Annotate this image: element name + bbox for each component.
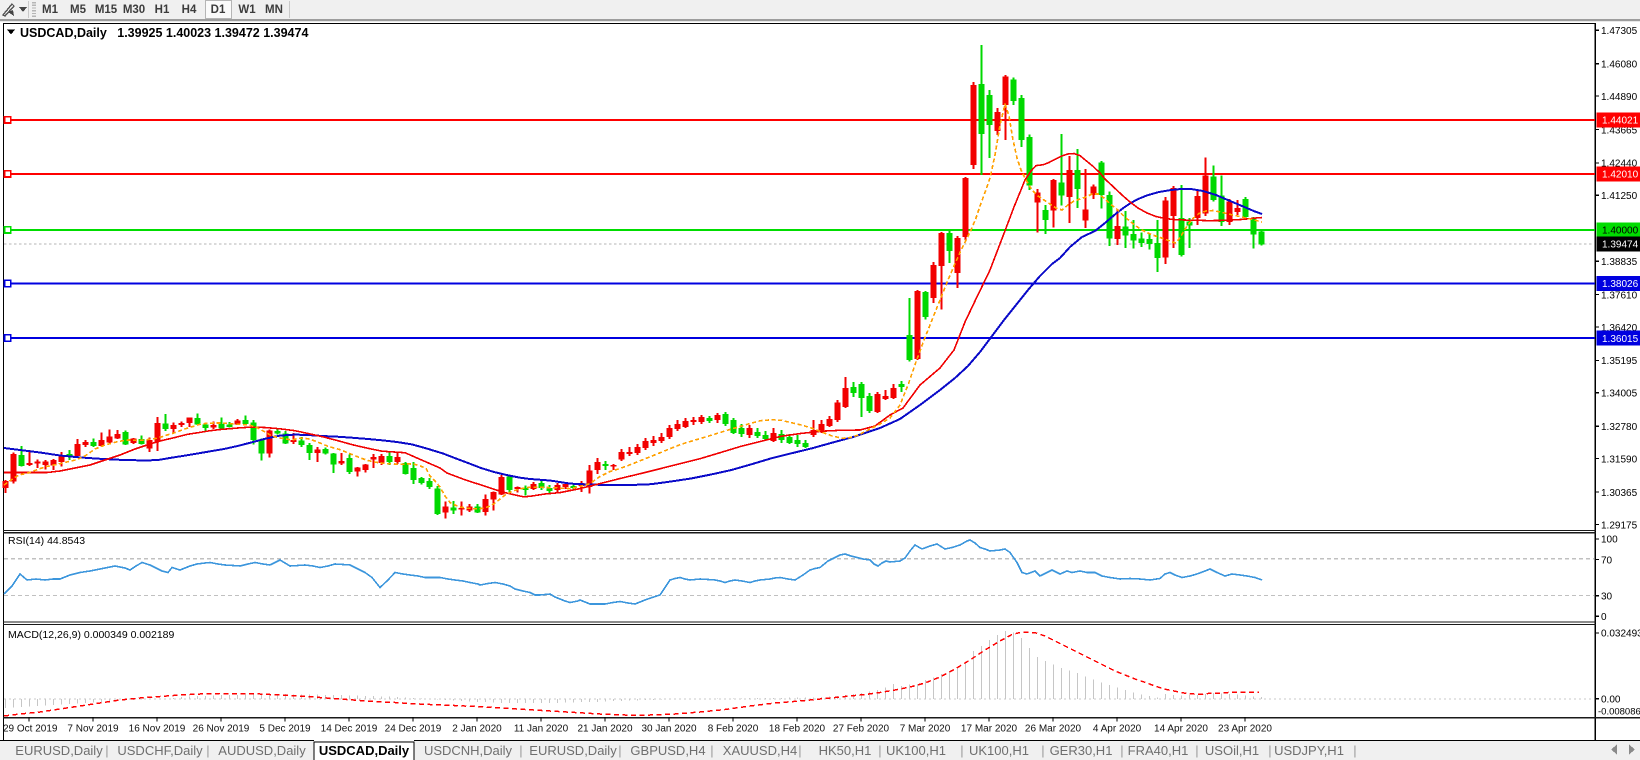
svg-text:USOil,H1: USOil,H1 [1205,743,1259,758]
svg-text:4 Apr 2020: 4 Apr 2020 [1093,724,1142,735]
svg-text:0.00: 0.00 [1601,695,1621,706]
svg-text:|: | [710,743,713,758]
svg-text:1.39474: 1.39474 [1602,240,1639,251]
svg-text:AUDUSD,Daily: AUDUSD,Daily [218,743,306,758]
svg-text:M30: M30 [123,4,145,16]
svg-text:1.38026: 1.38026 [1602,279,1639,290]
svg-text:W1: W1 [238,4,256,16]
svg-text:27 Feb 2020: 27 Feb 2020 [833,724,890,735]
svg-text:1.34005: 1.34005 [1601,389,1638,400]
svg-text:EURUSD,Daily: EURUSD,Daily [15,743,103,758]
svg-text:30 Jan 2020: 30 Jan 2020 [641,724,696,735]
svg-text:1.44890: 1.44890 [1601,92,1638,103]
svg-text:|: | [1195,743,1198,758]
svg-text:14 Apr 2020: 14 Apr 2020 [1154,724,1208,735]
svg-text:70: 70 [1601,555,1613,566]
svg-text:11 Jan 2020: 11 Jan 2020 [514,724,569,735]
svg-text:D1: D1 [211,4,226,16]
svg-text:14 Dec 2019: 14 Dec 2019 [321,724,378,735]
svg-text:29 Oct 2019: 29 Oct 2019 [3,724,58,735]
svg-text:|: | [1268,743,1271,758]
svg-text:5 Dec 2019: 5 Dec 2019 [259,724,311,735]
svg-text:21 Jan 2020: 21 Jan 2020 [577,724,632,735]
svg-text:26 Nov 2019: 26 Nov 2019 [193,724,250,735]
svg-text:0.032493: 0.032493 [1601,629,1640,640]
svg-text:UK100,H1: UK100,H1 [886,743,946,758]
svg-text:24 Dec 2019: 24 Dec 2019 [385,724,442,735]
svg-text:M15: M15 [95,4,118,16]
svg-text:1.36015: 1.36015 [1602,334,1639,345]
svg-text:M5: M5 [70,4,87,16]
svg-text:-0.008086: -0.008086 [1598,706,1640,717]
svg-text:1.32780: 1.32780 [1601,422,1638,433]
svg-text:|: | [1120,743,1123,758]
svg-text:1.40000: 1.40000 [1602,226,1639,237]
svg-text:USDCNH,Daily: USDCNH,Daily [424,743,513,758]
svg-text:USDJPY,H1: USDJPY,H1 [1274,743,1344,758]
svg-text:8 Feb 2020: 8 Feb 2020 [708,724,759,735]
svg-text:|: | [960,743,963,758]
svg-text:17 Mar 2020: 17 Mar 2020 [961,724,1018,735]
svg-text:1.47305: 1.47305 [1601,26,1638,37]
svg-text:|: | [1353,743,1356,758]
svg-text:1.42440: 1.42440 [1601,159,1638,170]
svg-text:1.46080: 1.46080 [1601,60,1638,71]
svg-text:EURUSD,Daily: EURUSD,Daily [529,743,617,758]
svg-text:USDCHF,Daily: USDCHF,Daily [117,743,203,758]
svg-text:UK100,H1: UK100,H1 [969,743,1029,758]
svg-text:HK50,H1: HK50,H1 [819,743,872,758]
svg-text:|: | [618,743,621,758]
svg-text:USDCAD,Daily 1.39925 1.40023: USDCAD,Daily 1.39925 1.40023 1.39472 1.3… [20,26,308,40]
svg-text:XAUUSD,H4: XAUUSD,H4 [723,743,797,758]
svg-text:USDCAD,Daily: USDCAD,Daily [319,743,410,758]
svg-text:GER30,H1: GER30,H1 [1050,743,1113,758]
svg-text:RSI(14) 44.8543: RSI(14) 44.8543 [8,535,85,547]
svg-text:1.31590: 1.31590 [1601,454,1638,465]
svg-text:7 Nov 2019: 7 Nov 2019 [67,724,119,735]
svg-text:100: 100 [1601,535,1618,546]
svg-text:GBPUSD,H4: GBPUSD,H4 [630,743,705,758]
svg-text:1.44021: 1.44021 [1602,116,1639,127]
svg-text:1.42010: 1.42010 [1602,170,1639,181]
svg-text:23 Apr 2020: 23 Apr 2020 [1218,724,1272,735]
svg-text:1.30365: 1.30365 [1601,488,1638,499]
svg-text:18 Feb 2020: 18 Feb 2020 [769,724,826,735]
svg-text:|: | [206,743,209,758]
svg-text:1.29175: 1.29175 [1601,520,1638,531]
svg-text:|: | [105,743,108,758]
svg-text:26 Mar 2020: 26 Mar 2020 [1025,724,1082,735]
svg-text:16 Nov 2019: 16 Nov 2019 [129,724,186,735]
svg-text:H4: H4 [182,4,197,16]
svg-text:1.41250: 1.41250 [1601,191,1638,202]
svg-text:0: 0 [1601,612,1607,623]
svg-text:1.35195: 1.35195 [1601,356,1638,367]
svg-text:30: 30 [1601,592,1613,603]
svg-text:1.37610: 1.37610 [1601,290,1638,301]
svg-text:H1: H1 [155,4,170,16]
svg-text:|: | [798,743,801,758]
svg-text:1.36420: 1.36420 [1601,323,1638,334]
svg-text:M1: M1 [42,4,59,16]
svg-text:MACD(12,26,9) 0.000349 0.00218: MACD(12,26,9) 0.000349 0.002189 [8,629,175,641]
svg-text:1.43665: 1.43665 [1601,125,1638,136]
svg-text:FRA40,H1: FRA40,H1 [1128,743,1189,758]
svg-text:1.38835: 1.38835 [1601,257,1638,268]
svg-text:2 Jan 2020: 2 Jan 2020 [452,724,502,735]
svg-text:|: | [1041,743,1044,758]
svg-text:|: | [519,743,522,758]
svg-text:|: | [878,743,881,758]
svg-text:7 Mar 2020: 7 Mar 2020 [900,724,951,735]
svg-text:MN: MN [265,4,283,16]
